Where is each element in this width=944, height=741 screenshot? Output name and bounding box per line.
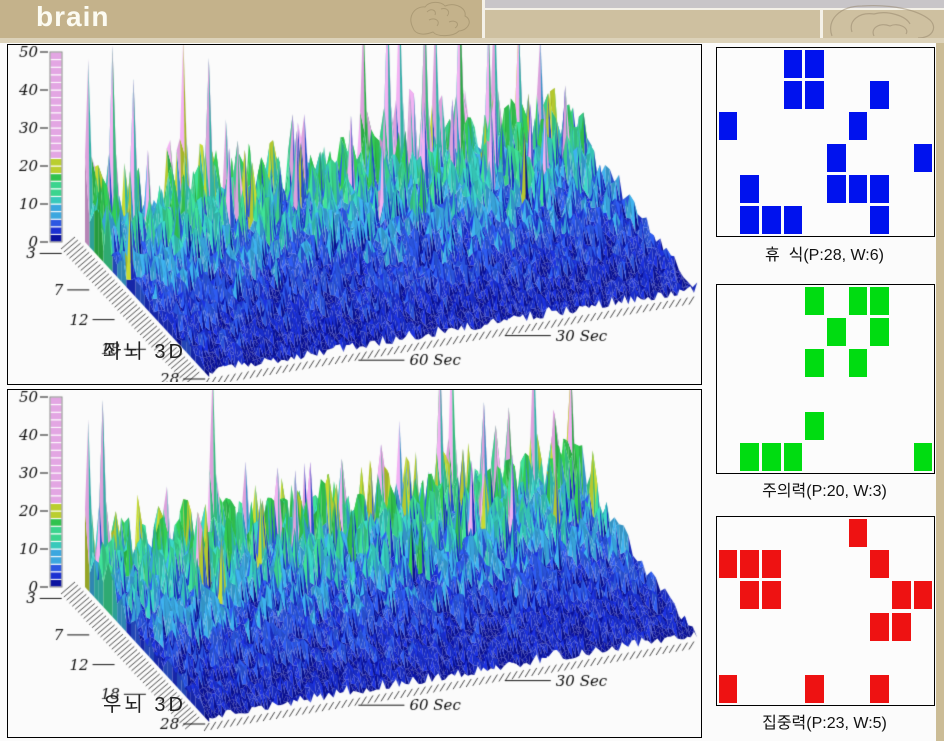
activity-cell [870,174,890,204]
activity-cell [783,443,803,472]
activity-cell [892,581,911,610]
brain-sketch-icon [830,5,935,38]
activity-cell [827,143,846,172]
activity-cell [848,174,868,204]
right-brain-surface-canvas [8,390,699,735]
left-brain-3d-plot-panel: 좌뇌 3D [7,44,702,385]
app-title: brain [36,1,110,32]
activity-cell [913,143,933,172]
activity-cell [870,675,890,704]
activity-cell [805,349,824,378]
activity-cell [892,612,911,641]
activity-cell [870,317,890,347]
rest-activity-grid [716,47,935,237]
activity-cell [805,411,824,441]
activity-cell [761,443,781,472]
activity-cell [848,286,868,315]
activity-cell [718,112,738,141]
concentration-activity-grid [716,516,935,706]
concentration-caption: 집중력(P:23, W:5) [762,715,887,732]
activity-cell [783,206,803,235]
brain-sketch-icon [410,1,470,37]
activity-cell [870,80,890,110]
activity-cell [761,581,781,610]
activity-cell [805,675,824,704]
header-top-strip [485,0,944,10]
title-bar: brain [0,0,944,38]
activity-cell [870,286,890,315]
activity-cell [870,549,890,579]
attention-activity-grid [716,284,935,474]
activity-cell [761,206,781,235]
right-brain-plot-title: 우뇌 3D [103,694,186,716]
left-brain-surface-canvas [8,45,699,382]
activity-cell [783,49,803,78]
activity-cell [848,518,868,547]
activity-cell [740,174,759,204]
activity-cell [740,549,759,579]
activity-cell [805,49,824,78]
activity-cell [848,112,868,141]
activity-cell [783,80,803,110]
activity-cell [740,206,759,235]
activity-cell [848,349,868,378]
rest-caption: 휴 식(P:28, W:6) [765,247,884,264]
activity-cell [805,80,824,110]
activity-cell [805,286,824,315]
activity-cell [740,581,759,610]
header-divider-line [820,8,823,38]
activity-cell [827,317,846,347]
activity-cell [718,675,738,704]
activity-cell [761,549,781,579]
right-edge-strip [936,43,944,741]
header-bottom-strip [0,38,944,43]
left-brain-plot-title: 좌뇌 3D [103,341,186,363]
activity-cell [718,549,738,579]
title-bar-right-section [482,0,944,38]
activity-cell [740,443,759,472]
activity-cell [913,443,933,472]
attention-caption: 주의력(P:20, W:3) [762,483,887,500]
activity-cell [827,174,846,204]
activity-cell [870,612,890,641]
header-divider-line [482,0,485,38]
activity-cell [870,206,890,235]
activity-cell [913,581,933,610]
right-brain-3d-plot-panel: 우뇌 3D [7,389,702,738]
